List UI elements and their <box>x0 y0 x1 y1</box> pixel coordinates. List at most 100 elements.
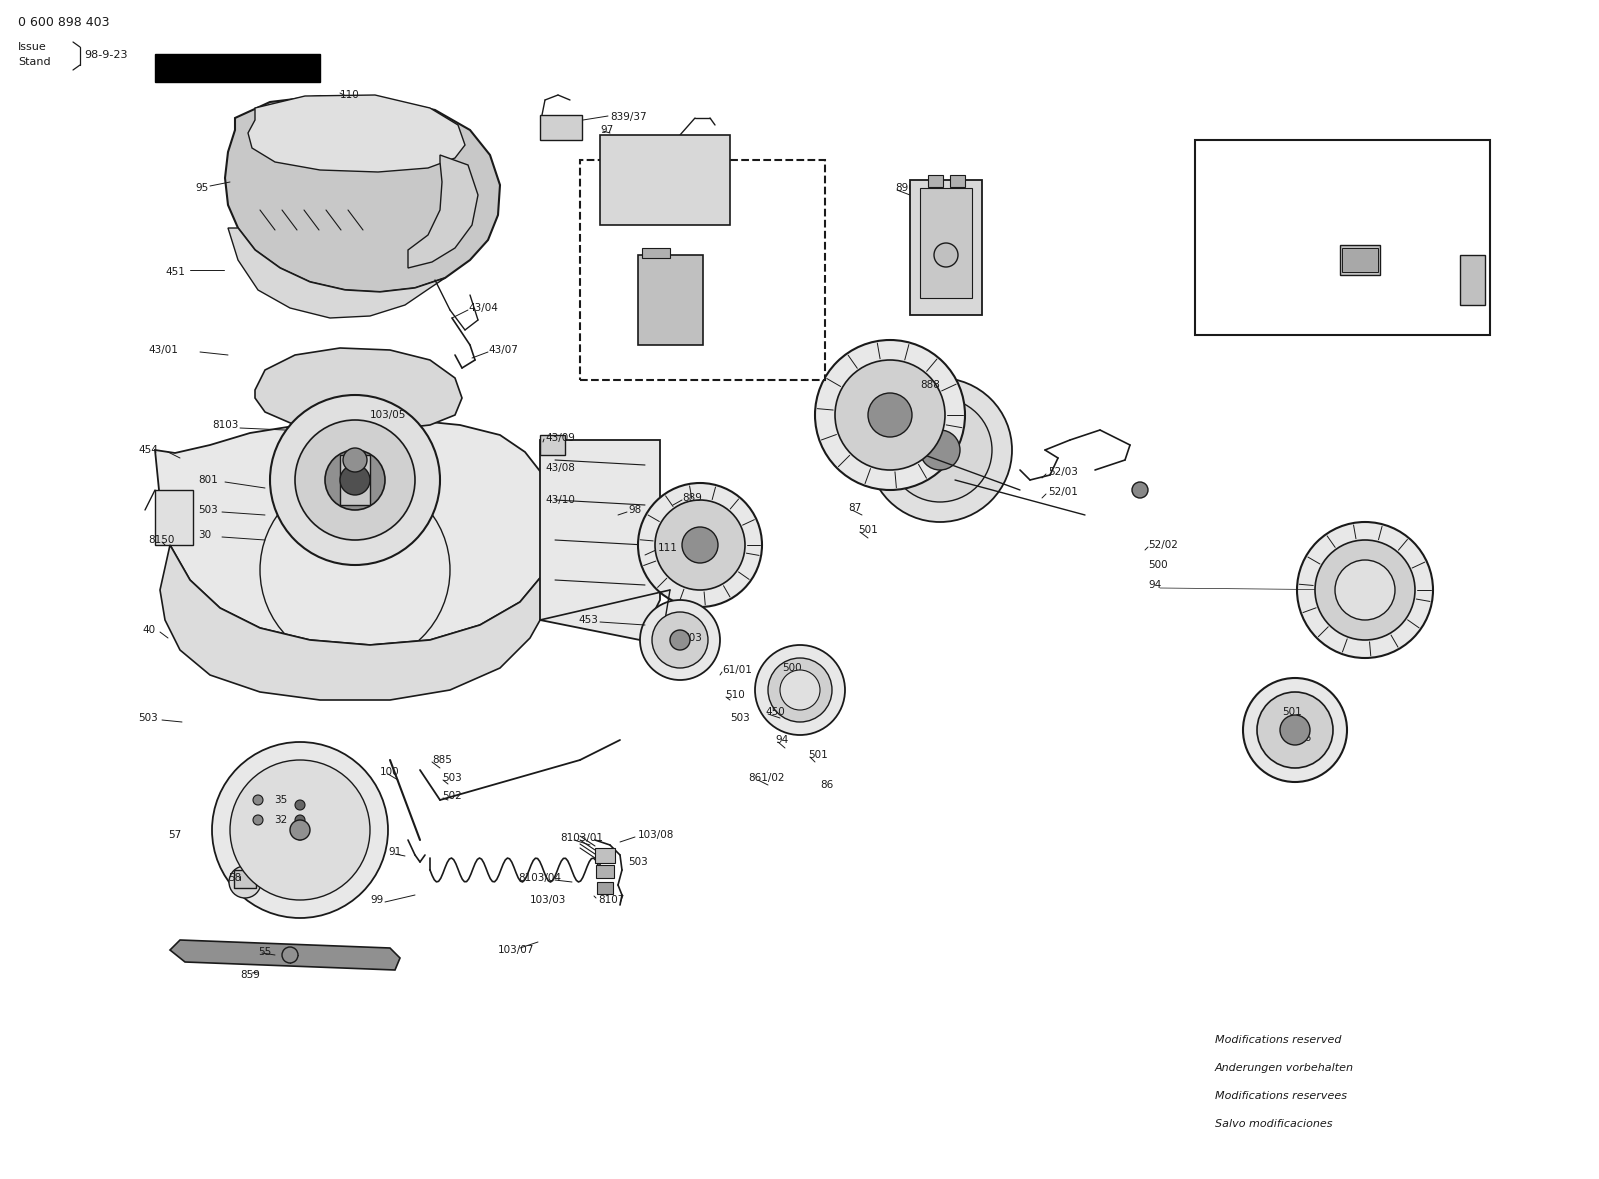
Text: 103/05: 103/05 <box>369 410 406 420</box>
Text: 99: 99 <box>369 895 384 905</box>
Circle shape <box>229 867 261 898</box>
Text: 30: 30 <box>198 531 211 540</box>
Circle shape <box>230 760 369 900</box>
Text: 896: 896 <box>895 183 915 193</box>
Text: Modifications reserved: Modifications reserved <box>1215 1035 1342 1045</box>
Bar <box>233 870 256 888</box>
Circle shape <box>270 395 440 565</box>
Text: 55: 55 <box>257 947 272 957</box>
Circle shape <box>294 801 305 810</box>
Text: 503: 503 <box>138 713 158 723</box>
Text: 839/37: 839/37 <box>609 112 646 121</box>
Bar <box>919 187 972 298</box>
Text: 87: 87 <box>847 503 862 513</box>
Text: 43/01: 43/01 <box>149 345 177 355</box>
Circle shape <box>887 399 991 502</box>
Text: 43/08: 43/08 <box>545 463 576 473</box>
Text: 100: 100 <box>381 768 400 777</box>
Circle shape <box>934 243 958 266</box>
Circle shape <box>253 815 262 825</box>
Circle shape <box>868 378 1012 522</box>
Text: 503: 503 <box>628 857 648 867</box>
Bar <box>1340 245 1380 275</box>
Circle shape <box>1335 560 1394 620</box>
Text: 454: 454 <box>138 444 158 455</box>
Text: Fig.1/Abb.1: Fig.1/Abb.1 <box>189 60 286 75</box>
Polygon shape <box>169 940 400 970</box>
Text: 95: 95 <box>195 183 208 193</box>
Text: 32: 32 <box>273 815 288 825</box>
Text: 859: 859 <box>240 970 261 980</box>
Circle shape <box>341 465 369 495</box>
Text: 861/02: 861/02 <box>748 773 785 783</box>
Text: 8103: 8103 <box>213 420 238 430</box>
Text: 43/04: 43/04 <box>469 303 497 312</box>
Circle shape <box>755 645 844 735</box>
Circle shape <box>638 483 763 607</box>
Text: 8103/04: 8103/04 <box>518 872 561 883</box>
Text: 500: 500 <box>782 663 801 673</box>
Circle shape <box>344 448 368 472</box>
Bar <box>910 180 982 315</box>
Text: 501: 501 <box>807 750 828 760</box>
Text: 885: 885 <box>432 755 453 765</box>
Polygon shape <box>229 228 445 318</box>
Text: 8107: 8107 <box>598 895 624 905</box>
Text: 94: 94 <box>1148 580 1161 590</box>
FancyBboxPatch shape <box>155 54 320 83</box>
Polygon shape <box>540 440 660 640</box>
Circle shape <box>835 360 945 470</box>
Text: 801: 801 <box>198 475 217 485</box>
Text: 103/03: 103/03 <box>529 895 566 905</box>
Text: 97: 97 <box>600 125 614 136</box>
Text: 889: 889 <box>683 493 702 503</box>
Bar <box>540 116 582 140</box>
Bar <box>596 882 612 894</box>
Text: 111: 111 <box>659 544 678 553</box>
Bar <box>155 490 193 545</box>
Circle shape <box>670 630 691 650</box>
Circle shape <box>919 430 959 470</box>
Circle shape <box>1281 714 1310 745</box>
Bar <box>595 848 616 863</box>
Text: 61/03: 61/03 <box>672 633 702 643</box>
Circle shape <box>325 450 385 511</box>
Text: Salvo modificaciones: Salvo modificaciones <box>1215 1119 1332 1129</box>
Polygon shape <box>248 95 465 172</box>
Text: 0 600 898 403: 0 600 898 403 <box>18 15 109 28</box>
Bar <box>638 255 704 345</box>
Text: 450: 450 <box>764 707 785 717</box>
Circle shape <box>281 947 297 963</box>
Text: 94: 94 <box>776 735 788 745</box>
Text: 501: 501 <box>1282 707 1302 717</box>
Bar <box>596 865 614 878</box>
Circle shape <box>1314 540 1415 640</box>
Text: Stand: Stand <box>18 57 51 67</box>
Text: 58: 58 <box>229 872 241 883</box>
Text: Modifications reservees: Modifications reservees <box>1215 1091 1346 1101</box>
Polygon shape <box>160 545 550 700</box>
Circle shape <box>294 420 416 540</box>
Circle shape <box>788 678 812 702</box>
Polygon shape <box>225 95 500 292</box>
Circle shape <box>815 340 966 490</box>
Text: 52/03: 52/03 <box>1047 467 1078 477</box>
Text: 839/19: 839/19 <box>648 257 684 266</box>
Text: 57: 57 <box>168 830 181 839</box>
Text: 98-9-23: 98-9-23 <box>85 50 128 60</box>
Text: 888: 888 <box>919 380 940 390</box>
Circle shape <box>656 500 745 590</box>
Text: 86: 86 <box>1298 733 1311 743</box>
Text: 43/09: 43/09 <box>545 433 576 443</box>
Text: 8150: 8150 <box>149 535 174 545</box>
Text: 61/01: 61/01 <box>723 665 752 676</box>
Circle shape <box>1132 482 1148 498</box>
Text: 453: 453 <box>577 615 598 625</box>
Text: 43/07: 43/07 <box>488 345 518 355</box>
Circle shape <box>213 742 389 918</box>
Bar <box>950 174 966 187</box>
Circle shape <box>1297 522 1433 658</box>
Polygon shape <box>408 154 478 268</box>
Circle shape <box>652 612 708 668</box>
Circle shape <box>868 393 911 437</box>
